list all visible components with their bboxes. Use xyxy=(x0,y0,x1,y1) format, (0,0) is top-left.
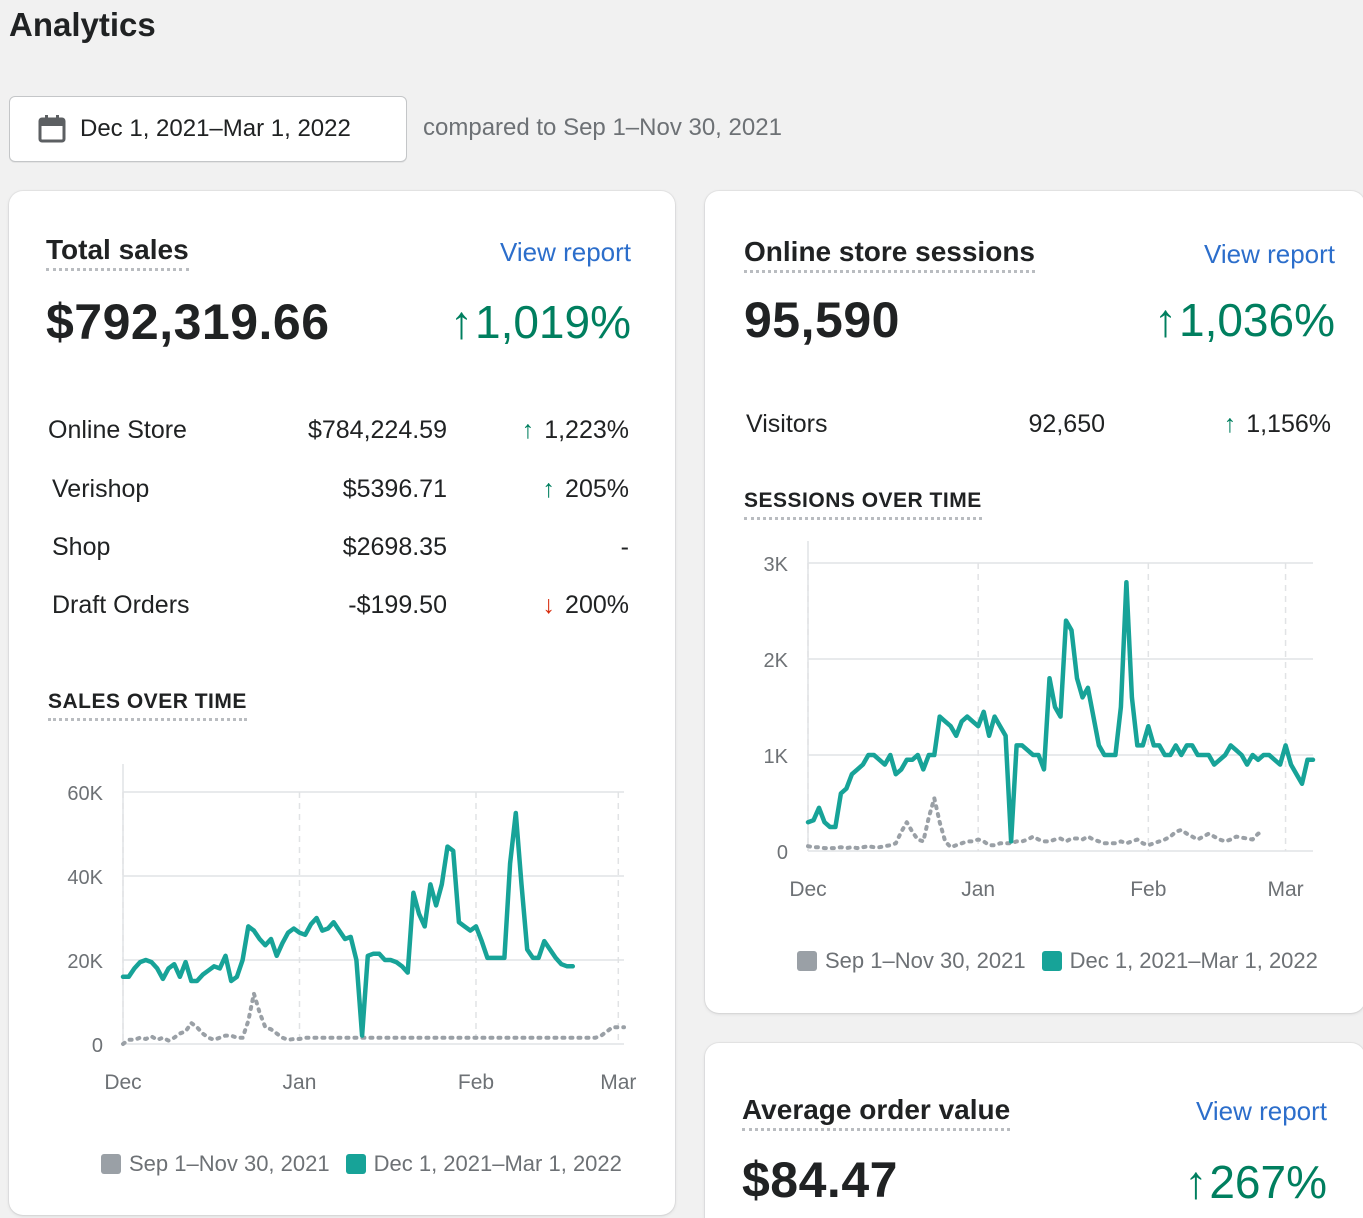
legend-swatch-current xyxy=(1041,951,1062,971)
legend-label-current: Dec 1, 2021–Mar 1, 2022 xyxy=(1069,948,1318,973)
online-store-sessions-card: Online store sessions View report 95,590… xyxy=(705,191,1363,1013)
arrow-up-icon: ↑ xyxy=(1184,1156,1208,1208)
calendar-icon xyxy=(38,115,66,143)
sessions-change-value: 1,036% xyxy=(1178,294,1335,346)
arrow-up-icon: ↑ xyxy=(1223,410,1237,438)
legend-label-previous: Sep 1–Nov 30, 2021 xyxy=(825,948,1026,973)
x-tick-label: Mar xyxy=(1267,878,1303,901)
total-sales-card: Total sales View report $792,319.66 ↑1,0… xyxy=(9,191,675,1215)
visitors-change-value: 1,156% xyxy=(1246,410,1331,438)
series-line-current[interactable] xyxy=(805,579,1316,844)
sales-channel-value: $5396.71 xyxy=(342,475,447,503)
y-tick-label: 40K xyxy=(67,867,103,889)
legend-item-previous[interactable]: Sep 1–Nov 30, 2021 xyxy=(797,948,1026,974)
arrow-down-icon: ↓ xyxy=(542,591,556,619)
arrow-up-icon: ↑ xyxy=(542,475,556,503)
sales-channel-label: Draft Orders xyxy=(52,591,190,619)
date-range-picker-button[interactable]: Dec 1, 2021–Mar 1, 2022 xyxy=(9,96,407,162)
sales-chart-legend: Sep 1–Nov 30, 2021 Dec 1, 2021–Mar 1, 20… xyxy=(101,1151,638,1177)
sales-channel-change: ↑ 205% xyxy=(543,475,629,504)
page-title: Analytics xyxy=(9,6,156,43)
visitors-change: ↑ 1,156% xyxy=(1224,410,1331,439)
y-tick-label: 2K xyxy=(764,650,789,672)
sales-channel-change: ↑ 1,223% xyxy=(522,416,629,445)
sales-over-time-title: SALES OVER TIME xyxy=(48,690,247,721)
sales-channel-label: Verishop xyxy=(52,475,150,503)
total-sales-view-report-link[interactable]: View report xyxy=(499,237,631,267)
sessions-over-time-chart: 0 1K 2K 3K Dec Jan Feb Mar xyxy=(764,541,1316,901)
sales-channel-value: $2698.35 xyxy=(342,533,447,561)
y-tick-label: 0 xyxy=(92,1035,103,1057)
aov-change: ↑267% xyxy=(1184,1155,1327,1209)
sales-channel-value: $784,224.59 xyxy=(307,416,447,444)
legend-label-current: Dec 1, 2021–Mar 1, 2022 xyxy=(373,1151,622,1176)
y-tick-label: 1K xyxy=(764,746,789,768)
x-tick-label: Mar xyxy=(600,1071,636,1094)
sessions-over-time-title: SESSIONS OVER TIME xyxy=(744,489,982,520)
sessions-view-report-link[interactable]: View report xyxy=(1203,239,1335,269)
x-tick-label: Dec xyxy=(104,1071,141,1094)
x-tick-label: Feb xyxy=(458,1071,494,1094)
x-tick-label: Feb xyxy=(1130,878,1166,901)
date-range-label: Dec 1, 2021–Mar 1, 2022 xyxy=(80,115,351,142)
sessions-chart-legend: Sep 1–Nov 30, 2021 Dec 1, 2021–Mar 1, 20… xyxy=(797,948,1334,974)
arrow-up-icon: ↑ xyxy=(449,296,473,348)
series-line-previous[interactable] xyxy=(121,991,626,1046)
total-sales-title[interactable]: Total sales xyxy=(46,235,189,271)
legend-swatch-current xyxy=(345,1154,366,1174)
visitors-value: 92,650 xyxy=(1028,410,1105,438)
aov-change-value: 267% xyxy=(1209,1156,1327,1208)
x-tick-label: Jan xyxy=(283,1071,317,1094)
average-order-value-card: Average order value View report $84.47 ↑… xyxy=(705,1043,1363,1218)
total-sales-change-value: 1,019% xyxy=(474,296,631,348)
compare-period-text: compared to Sep 1–Nov 30, 2021 xyxy=(423,114,782,141)
sales-over-time-chart: 0 20K 40K 60K Dec Jan Feb Mar xyxy=(67,764,636,1094)
legend-swatch-previous xyxy=(797,951,817,971)
sales-channel-label: Shop xyxy=(52,533,111,561)
visitors-label: Visitors xyxy=(746,410,828,438)
y-tick-label: 60K xyxy=(67,783,103,805)
y-tick-label: 20K xyxy=(67,951,103,973)
aov-title[interactable]: Average order value xyxy=(742,1095,1011,1131)
arrow-up-icon: ↑ xyxy=(1153,294,1177,346)
legend-label-previous: Sep 1–Nov 30, 2021 xyxy=(129,1151,330,1176)
sales-channel-change: ↓ 200% xyxy=(543,591,629,620)
legend-item-previous[interactable]: Sep 1–Nov 30, 2021 xyxy=(101,1151,330,1177)
sales-channel-label: Online Store xyxy=(48,416,187,444)
sessions-value: 95,590 xyxy=(744,292,900,348)
aov-view-report-link[interactable]: View report xyxy=(1195,1096,1327,1126)
total-sales-change: ↑1,019% xyxy=(450,295,631,349)
sales-channel-change: - xyxy=(621,533,629,562)
sales-channel-change-value: 205% xyxy=(565,475,629,503)
arrow-up-icon: ↑ xyxy=(521,416,535,444)
legend-item-current[interactable]: Dec 1, 2021–Mar 1, 2022 xyxy=(1041,948,1318,974)
legend-item-current[interactable]: Dec 1, 2021–Mar 1, 2022 xyxy=(345,1151,622,1177)
x-tick-label: Dec xyxy=(789,878,826,901)
sales-channel-change-value: - xyxy=(620,533,629,561)
series-line-current[interactable] xyxy=(120,810,576,1038)
legend-swatch-previous xyxy=(101,1154,121,1174)
series-line-previous[interactable] xyxy=(806,796,1266,851)
x-tick-label: Jan xyxy=(961,878,995,901)
sessions-change: ↑1,036% xyxy=(1154,293,1335,347)
y-tick-label: 3K xyxy=(764,554,789,576)
sales-channel-change-value: 1,223% xyxy=(544,416,629,444)
y-tick-label: 0 xyxy=(777,842,788,864)
aov-value: $84.47 xyxy=(742,1152,898,1208)
sales-channel-change-value: 200% xyxy=(565,591,629,619)
sales-channel-value: -$199.50 xyxy=(348,591,447,619)
sessions-title[interactable]: Online store sessions xyxy=(744,237,1035,273)
total-sales-value: $792,319.66 xyxy=(46,294,330,350)
